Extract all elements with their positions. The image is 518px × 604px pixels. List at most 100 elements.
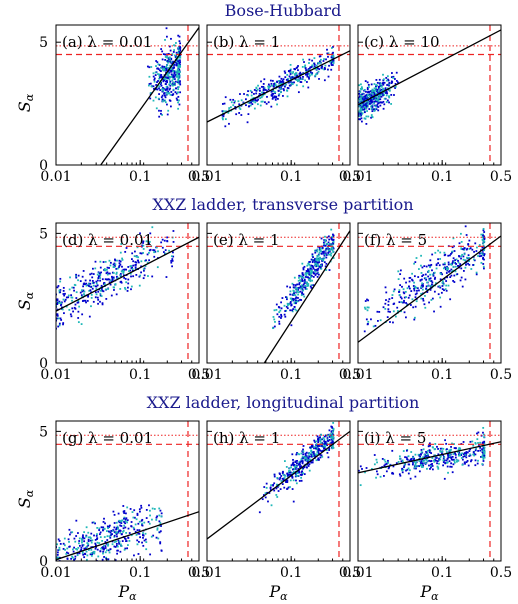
data-point bbox=[331, 447, 334, 450]
data-point bbox=[264, 101, 266, 104]
data-point bbox=[57, 549, 60, 552]
data-point bbox=[360, 99, 363, 102]
data-point bbox=[120, 270, 123, 273]
data-point bbox=[295, 288, 298, 291]
data-point bbox=[323, 445, 326, 447]
data-point bbox=[161, 94, 164, 97]
data-point bbox=[153, 77, 156, 80]
data-point bbox=[65, 551, 68, 554]
data-point bbox=[429, 259, 432, 262]
data-point bbox=[292, 284, 295, 286]
data-point bbox=[262, 91, 265, 94]
data-point bbox=[481, 451, 484, 454]
data-point bbox=[310, 284, 313, 287]
data-point bbox=[295, 67, 298, 69]
data-point bbox=[277, 490, 280, 492]
data-point bbox=[179, 42, 182, 45]
data-point bbox=[388, 95, 391, 98]
data-point bbox=[56, 299, 59, 302]
data-point bbox=[80, 538, 83, 540]
data-point bbox=[405, 469, 407, 472]
data-point bbox=[145, 259, 147, 262]
data-point bbox=[289, 290, 292, 293]
data-point bbox=[415, 300, 418, 303]
data-point bbox=[277, 94, 280, 97]
data-point bbox=[473, 454, 476, 457]
data-point bbox=[459, 454, 461, 457]
data-point bbox=[289, 293, 292, 296]
data-point bbox=[308, 277, 311, 280]
data-point bbox=[287, 474, 289, 477]
data-point bbox=[125, 540, 127, 543]
panel-label: (h) λ = 1 bbox=[213, 429, 280, 447]
data-point bbox=[308, 452, 311, 455]
data-point bbox=[302, 467, 305, 470]
data-point bbox=[377, 109, 380, 112]
data-point bbox=[68, 545, 71, 548]
data-point bbox=[160, 241, 163, 244]
data-point bbox=[255, 89, 258, 92]
data-point bbox=[121, 533, 123, 535]
data-point bbox=[294, 68, 296, 71]
data-point bbox=[361, 102, 364, 105]
data-point bbox=[426, 455, 429, 458]
data-point bbox=[398, 291, 400, 293]
data-point bbox=[232, 98, 235, 101]
data-point bbox=[330, 244, 333, 247]
data-point bbox=[446, 269, 449, 272]
data-point bbox=[102, 520, 105, 523]
data-point bbox=[171, 79, 174, 82]
data-point bbox=[295, 296, 298, 299]
x-tick-label: 0.1 bbox=[280, 367, 302, 383]
data-point bbox=[154, 96, 157, 99]
data-point bbox=[481, 246, 484, 249]
data-point bbox=[158, 115, 161, 118]
data-point bbox=[424, 458, 427, 461]
data-point bbox=[308, 69, 311, 72]
data-point bbox=[436, 465, 439, 468]
data-point bbox=[444, 268, 447, 271]
data-point bbox=[332, 240, 335, 243]
data-point bbox=[306, 276, 309, 279]
panel-label: (f) λ = 5 bbox=[364, 231, 427, 249]
data-point bbox=[273, 84, 276, 87]
data-point bbox=[294, 465, 296, 468]
data-point bbox=[285, 309, 288, 312]
data-point bbox=[426, 291, 429, 293]
data-point bbox=[304, 272, 307, 275]
data-point bbox=[140, 519, 143, 522]
x-tick-label: 0.1 bbox=[280, 169, 302, 185]
data-point bbox=[331, 55, 334, 57]
data-point bbox=[332, 422, 335, 424]
data-point bbox=[91, 282, 94, 284]
data-point bbox=[162, 79, 165, 81]
data-point bbox=[164, 89, 167, 91]
data-point bbox=[297, 69, 299, 72]
data-point bbox=[109, 279, 112, 282]
data-point bbox=[462, 455, 465, 458]
data-point bbox=[281, 472, 284, 475]
data-point bbox=[228, 122, 230, 125]
data-point bbox=[302, 274, 305, 277]
data-point bbox=[176, 63, 178, 66]
data-point bbox=[481, 236, 484, 239]
data-point bbox=[139, 274, 142, 277]
data-point bbox=[250, 94, 253, 97]
data-point bbox=[370, 107, 373, 110]
data-point bbox=[366, 103, 369, 106]
data-point bbox=[459, 279, 462, 282]
data-point bbox=[118, 521, 121, 524]
data-point bbox=[158, 93, 160, 95]
data-point bbox=[59, 280, 62, 283]
data-point bbox=[429, 273, 432, 276]
data-point bbox=[305, 288, 308, 290]
data-point bbox=[118, 542, 121, 545]
data-point bbox=[119, 263, 122, 266]
data-point bbox=[259, 104, 262, 107]
data-point bbox=[324, 265, 327, 268]
x-axis-label: Pα bbox=[419, 582, 439, 603]
data-point bbox=[321, 445, 323, 447]
panel-label: (c) λ = 10 bbox=[364, 33, 440, 51]
data-point bbox=[292, 471, 295, 474]
data-point bbox=[67, 552, 70, 555]
